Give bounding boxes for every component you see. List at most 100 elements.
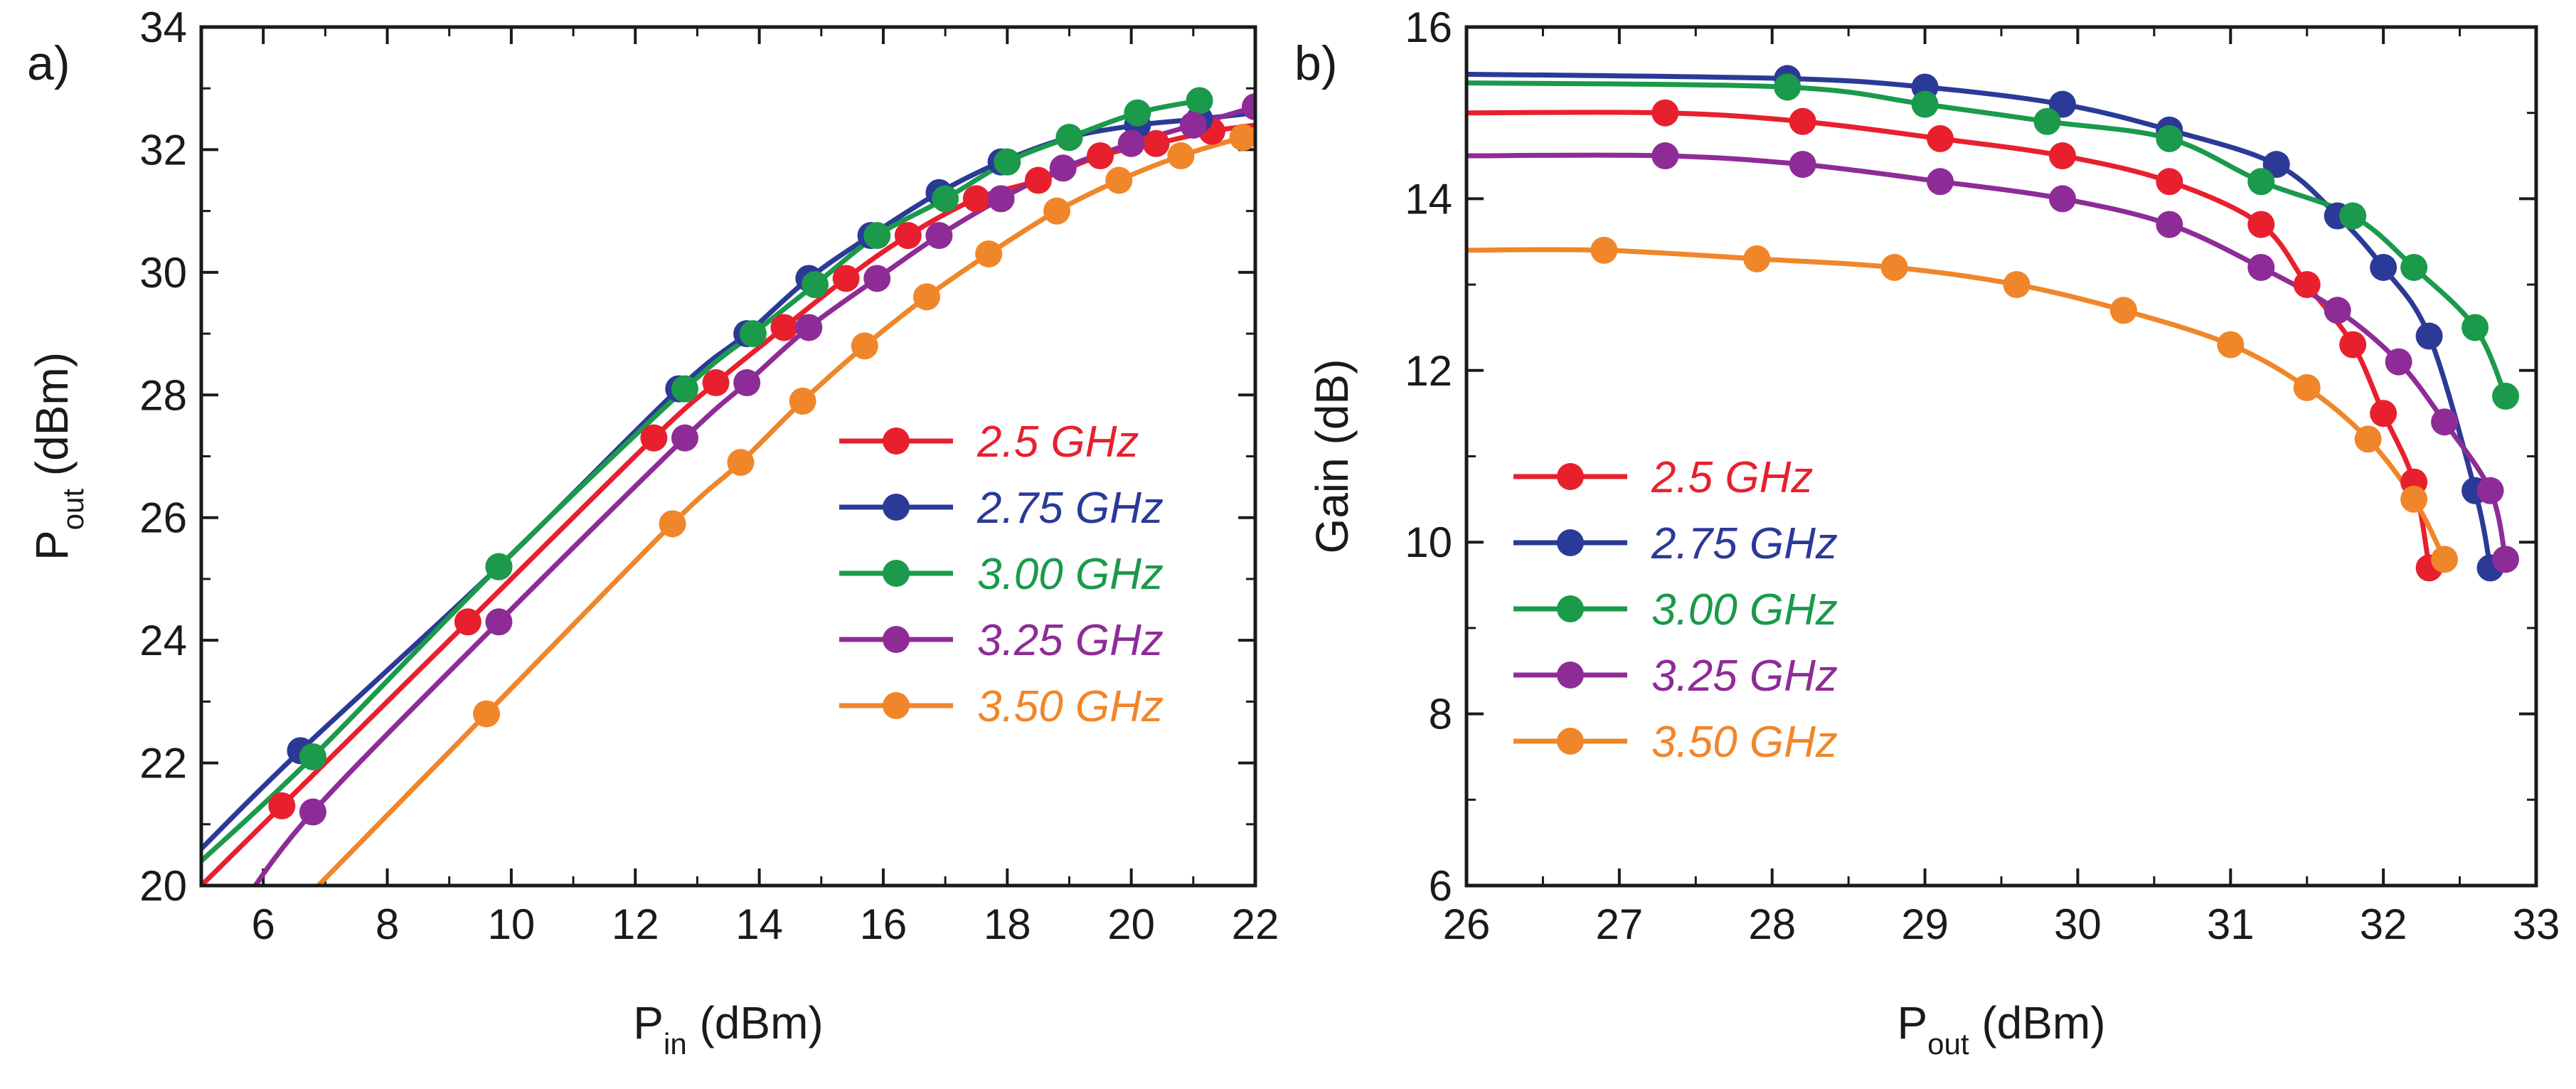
panel-a-data-point [1087,142,1114,169]
panel-b-data-point [2156,168,2183,195]
panel-b-x-tick-label: 33 [2513,901,2560,948]
panel-a-data-point [1124,100,1151,127]
panel-a-data-point [1180,112,1207,139]
panel-b-data-point [2049,185,2076,212]
panel-b-data-point [2033,108,2060,135]
panel-a-x-axis-title: Pin (dBm) [633,997,823,1061]
panel-b-y-tick-label: 16 [1405,4,1452,51]
panel-a-legend-label: 2.5 GHz [976,418,1139,467]
panel-a-legend-label: 3.50 GHz [977,682,1164,731]
panel-a-data-point [895,222,922,249]
panel-a-data-point [1186,87,1213,114]
panel-a-data-point [789,388,816,415]
panel-a-data-point [1025,167,1052,194]
panel-b-chart: b) 26 27 28 29 30 31 32 33 6 8 10 12 14 16 2.5 GHz 2.75… [1294,4,2560,1061]
panel-b-series-line [1467,250,2444,559]
panel-a-data-point [863,222,890,249]
panel-a-x-tick-label: 20 [1107,901,1155,948]
panel-a-y-tick-label: 30 [139,249,187,297]
panel-a-data-point [975,240,1002,267]
panel-a-data-point [733,369,760,396]
panel-b-y-tick-label: 14 [1405,175,1452,223]
panel-a-data-point [727,449,754,476]
panel-a-data-point [1043,198,1070,225]
panel-b-data-point [2339,331,2366,358]
panel-a-chart: a) 6 8 10 12 14 16 18 20 22 20 22 24 26 28 30 32 34 2.5 G… [26,4,1279,1061]
panel-b-data-point [2355,425,2382,452]
panel-a-legend-label: 2.75 GHz [976,484,1164,533]
panel-a-data-point [299,743,326,770]
panel-a-data-point [932,185,959,212]
panel-a-y-tick-label: 32 [139,126,187,174]
panel-a-x-tick-label: 12 [612,901,659,948]
panel-a-x-tick-label: 6 [251,901,275,948]
panel-a-data-point [1105,167,1132,194]
panel-a-data-point [913,283,940,310]
panel-b-data-point [2294,271,2321,298]
panel-b-legend-label: 2.75 GHz [1651,519,1838,568]
panel-a-data-point [994,149,1021,176]
panel-a-y-tick-label: 20 [139,862,187,910]
panel-a-data-point [1050,154,1077,181]
panel-b-data-point [1881,254,1908,281]
panel-b-x-tick-label: 29 [1901,901,1949,948]
panel-b-data-point [1927,168,1954,195]
panel-b-data-point [2431,408,2458,435]
panel-b-legend-marker [1557,529,1584,556]
panel-b-legend-label: 3.50 GHz [1651,718,1838,767]
panel-b-legend-marker [1557,728,1584,755]
panel-b-legend-label: 3.25 GHz [1651,652,1838,701]
panel-a-data-point [795,314,822,341]
panel-a-series-line [201,113,1255,849]
panel-b-data-point [2247,254,2274,281]
panel-a-data-point [299,799,326,826]
panel-a-data-point [1230,124,1257,151]
panel-b-data-point [1789,151,1816,178]
panel-a-data-point [485,553,512,580]
panel-b-data-point [2370,400,2397,427]
panel-b-data-point [1743,245,1770,272]
panel-a-data-point [640,425,667,452]
panel-a-x-tick-label: 8 [376,901,399,948]
panel-a-legend-marker [883,427,910,455]
panel-b-data-point [2461,314,2489,341]
panel-b-data-point [2217,331,2244,358]
panel-b-data-point [2294,374,2321,401]
panel-b-x-tick-label: 28 [1748,901,1796,948]
panel-b-legend-label: 3.00 GHz [1651,585,1838,634]
panel-b-data-point [1774,73,1801,100]
panel-a-y-axis-title: Pout (dBm) [26,352,90,561]
panel-b-y-tick-label: 6 [1429,862,1452,910]
panel-b-data-point [2156,125,2183,152]
panel-b-data-point [2477,477,2504,504]
panel-a-legend-marker [883,494,910,521]
panel-b-data-point [1651,142,1678,169]
panel-a-data-point [963,185,990,212]
panel-b-legend-marker [1557,595,1584,622]
panel-a-data-point [925,222,952,249]
panel-a-y-tick-label: 22 [139,740,187,787]
panel-a-legend-label: 3.25 GHz [977,616,1164,665]
panel-a-legend-marker [883,692,910,719]
panel-b-x-axis-title: Pout (dBm) [1897,997,2105,1061]
panel-b-data-point [2416,323,2443,350]
panel-b-legend-label: 2.5 GHz [1651,453,1813,502]
panel-a-legend-marker [883,560,910,587]
panel-a-data-point [833,265,860,292]
panel-a-data-point [473,701,500,728]
panel-b-data-point [2003,271,2030,298]
panel-b-y-tick-label: 8 [1429,691,1452,738]
panel-a-data-point [485,608,512,635]
panel-b-y-axis-title: Gain (dB) [1306,359,1358,554]
panel-a-y-tick-label: 24 [139,617,187,664]
panel-b-data-point [2400,486,2427,513]
panel-b-data-point [2385,349,2412,376]
panel-a-data-point [802,271,829,298]
panel-b-data-point [1590,237,1617,264]
panel-b-data-point [2247,211,2274,238]
panel-b-data-point [2156,211,2183,238]
panel-b-x-tick-label: 31 [2207,901,2255,948]
panel-a-data-point [454,608,481,635]
panel-b-legend-marker [1557,662,1584,689]
panel-b-data-point [2492,546,2519,573]
